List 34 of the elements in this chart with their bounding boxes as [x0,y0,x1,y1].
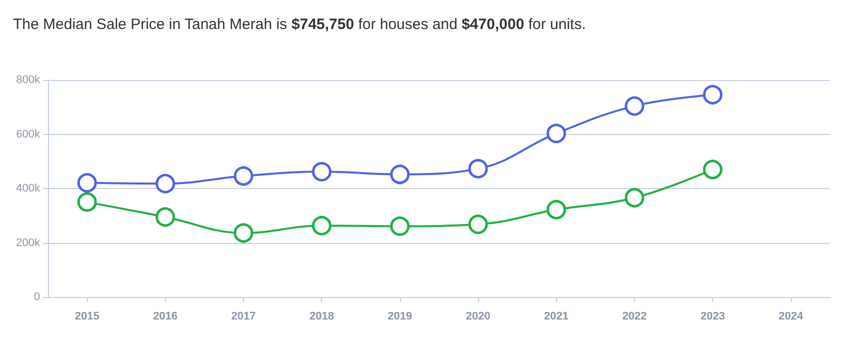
x-tick-label: 2023 [700,310,725,322]
x-tick-label: 2022 [622,310,647,322]
point [468,158,488,178]
x-tick-label: 2024 [778,310,804,322]
point [156,174,176,194]
y-tick-label: 600k [16,128,40,140]
point [312,162,332,182]
point [702,160,722,180]
x-tick-label: 2017 [231,310,256,322]
point [702,84,722,104]
y-tick-label: 0 [34,291,40,303]
x-tick-label: 2021 [544,310,569,322]
point [546,124,566,144]
chart-title: The Median Sale Price in Tanah Merah is $745,750 for houses and $470,000 for units. [13,16,586,33]
point [624,188,644,208]
y-tick-label: 800k [16,74,40,86]
y-tick-label: 200k [16,236,40,249]
point [156,207,176,227]
point [390,164,410,184]
y-tick-label: 400k [16,182,40,194]
point [624,96,644,116]
point [546,200,566,220]
point [77,192,97,212]
x-tick-label: 2018 [309,310,334,322]
point [234,166,254,186]
point [390,216,410,236]
point [234,223,254,243]
point [77,173,97,193]
point [468,214,488,234]
x-tick-label: 2015 [74,310,100,322]
x-tick-label: 2020 [466,310,490,322]
point [312,216,332,236]
x-tick-label: 2016 [153,310,178,322]
x-tick-label: 2019 [388,310,412,322]
